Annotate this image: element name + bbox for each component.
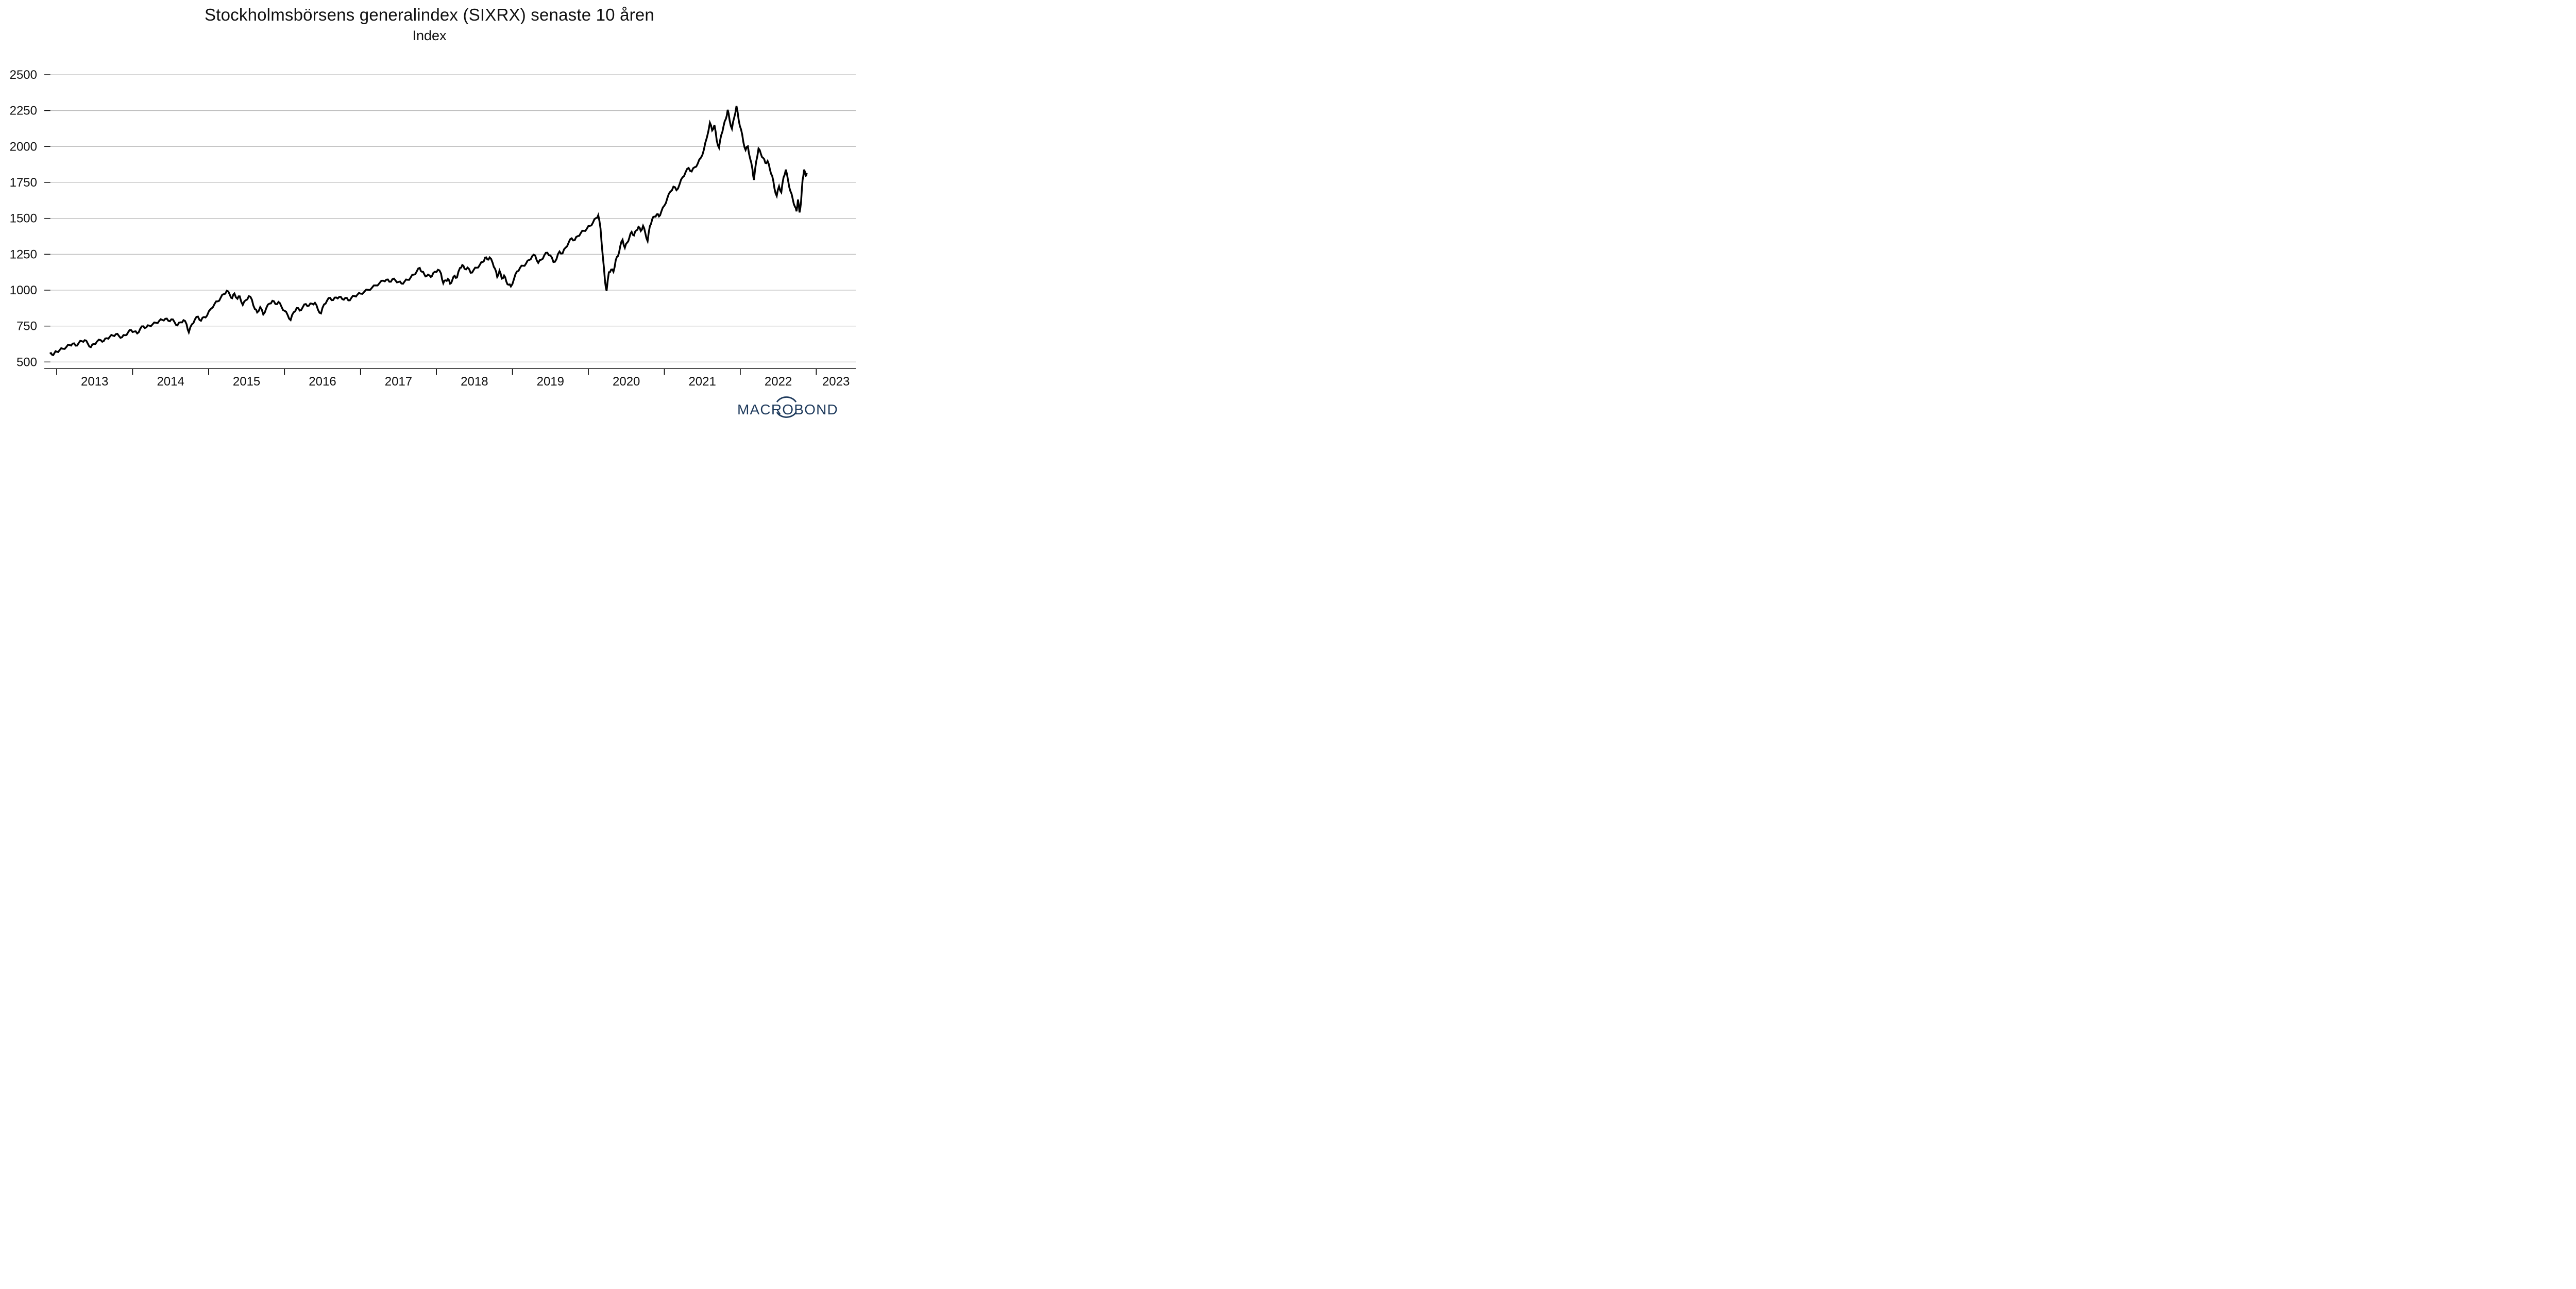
macrobond-logo: MACROBOND [737,396,856,425]
macrobond-logo-graphic: MACROBOND [737,396,838,418]
y-tick-label: 2250 [10,104,37,118]
x-tick-label: 2019 [537,375,564,389]
macrobond-logo-text: MACROBOND [737,401,838,417]
chart-title: Stockholmsbörsens generalindex (SIXRX) s… [205,5,654,24]
x-tick-label: 2022 [765,375,792,389]
x-tick-label: 2013 [81,375,108,389]
x-tick-label: 2014 [157,375,184,389]
y-tick-label: 500 [16,355,37,369]
y-tick-label: 1750 [10,176,37,190]
y-tick-label: 2500 [10,68,37,82]
x-tick-label: 2015 [233,375,260,389]
x-tick-label: 2017 [385,375,412,389]
macrobond-globe-icon [776,396,797,403]
x-tick-label: 2018 [461,375,488,389]
chart-subtitle: Index [412,28,447,43]
y-tick-label: 2000 [10,140,37,154]
chart-plot-area: 500 750 1000 1250 1500 1750 2000 2250 2500 2013 20… [10,68,856,389]
y-tick-label: 1250 [10,247,37,261]
y-tick-label: 1000 [10,283,37,297]
x-tick-label: 2023 [822,375,850,389]
series-line-sixrx [49,106,808,357]
chart-page: { "header": { "title": "Stockholmsbörsen… [0,0,859,430]
chart-header: Stockholmsbörsens generalindex (SIXRX) s… [0,5,859,44]
macrobond-globe-icon [776,412,797,418]
y-tick-label: 750 [16,320,37,333]
x-tick-label: 2021 [688,375,716,389]
y-tick-label: 1500 [10,212,37,226]
x-tick-label: 2020 [613,375,640,389]
x-tick-label: 2016 [309,375,336,389]
